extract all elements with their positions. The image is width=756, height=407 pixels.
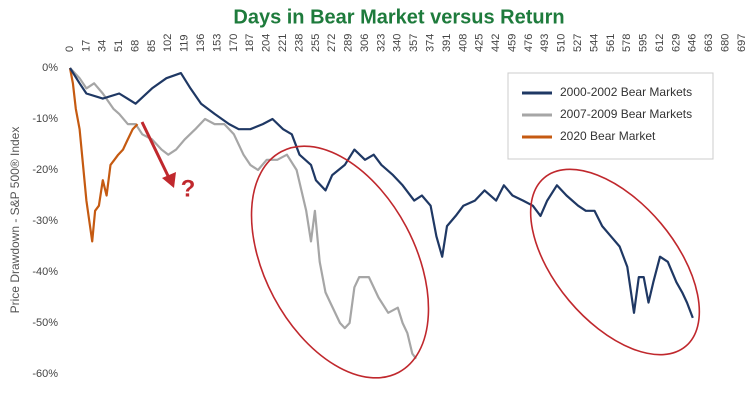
x-tick-label: 527 bbox=[572, 34, 584, 52]
x-tick-label: 255 bbox=[310, 34, 322, 52]
line-series bbox=[69, 67, 417, 360]
x-tick-label: 170 bbox=[228, 34, 240, 52]
x-tick-label: 544 bbox=[588, 34, 600, 52]
x-tick-label: 612 bbox=[654, 34, 666, 52]
y-tick-label: -40% bbox=[32, 266, 58, 278]
legend-label: 2000-2002 Bear Markets bbox=[560, 85, 692, 99]
arrow-head bbox=[162, 172, 176, 188]
x-tick-label: 85 bbox=[146, 40, 158, 52]
x-tick-label: 578 bbox=[621, 34, 633, 52]
y-tick-label: -20% bbox=[32, 164, 58, 176]
x-tick-label: 17 bbox=[80, 40, 92, 52]
y-tick-label: 0% bbox=[42, 62, 58, 74]
x-tick-label: 595 bbox=[638, 34, 650, 52]
x-tick-label: 221 bbox=[277, 34, 289, 52]
x-tick-label: 187 bbox=[244, 34, 256, 52]
x-tick-label: 697 bbox=[736, 34, 748, 52]
x-tick-label: 153 bbox=[211, 34, 223, 52]
x-tick-label: 68 bbox=[129, 40, 141, 52]
x-tick-label: 561 bbox=[605, 34, 617, 52]
x-tick-label: 136 bbox=[195, 34, 207, 52]
x-tick-label: 442 bbox=[490, 34, 502, 52]
legend-label: 2007-2009 Bear Markets bbox=[560, 107, 692, 121]
x-tick-label: 493 bbox=[539, 34, 551, 52]
highlight-ellipse bbox=[250, 145, 430, 379]
highlight-ellipse bbox=[529, 168, 701, 356]
y-tick-label: -60% bbox=[32, 368, 58, 380]
x-tick-label: 459 bbox=[506, 34, 518, 52]
x-tick-label: 425 bbox=[474, 34, 486, 52]
y-tick-label: -30% bbox=[32, 215, 58, 227]
x-tick-label: 680 bbox=[720, 34, 732, 52]
line-series bbox=[69, 67, 694, 319]
x-tick-label: 391 bbox=[441, 34, 453, 52]
line-series bbox=[68, 67, 139, 243]
x-tick-label: 119 bbox=[179, 34, 191, 52]
x-tick-label: 357 bbox=[408, 34, 420, 52]
x-tick-label: 323 bbox=[375, 34, 387, 52]
chart-title: Days in Bear Market versus Return bbox=[233, 6, 564, 28]
x-tick-label: 663 bbox=[703, 34, 715, 52]
x-tick-label: 51 bbox=[113, 40, 125, 52]
x-tick-label: 629 bbox=[670, 34, 682, 52]
plot-area: 0% -10% -20% -30% -40% -50% -60% 0 17 34 51 68 85 102… bbox=[32, 34, 748, 380]
x-tick-label: 476 bbox=[523, 34, 535, 52]
annotation-text: ? bbox=[181, 175, 196, 202]
legend-label: 2020 Bear Market bbox=[560, 129, 656, 143]
x-tick-label: 289 bbox=[343, 34, 355, 52]
y-axis-label: Price Drawdown - S&P 500® Index bbox=[8, 127, 22, 314]
x-tick-label: 204 bbox=[261, 34, 273, 52]
x-tick-label: 102 bbox=[162, 34, 174, 52]
x-tick-label: 306 bbox=[359, 34, 371, 52]
x-tick-label: 374 bbox=[424, 34, 436, 52]
x-tick-label: 408 bbox=[457, 34, 469, 52]
arrow-shaft bbox=[140, 121, 172, 181]
x-tick-label: 0 bbox=[64, 46, 76, 52]
y-tick-label: -10% bbox=[32, 113, 58, 125]
x-tick-label: 34 bbox=[97, 40, 109, 52]
x-tick-label: 238 bbox=[293, 34, 305, 52]
x-tick-label: 510 bbox=[556, 34, 568, 52]
x-tick-label: 340 bbox=[392, 34, 404, 52]
x-tick-label: 272 bbox=[326, 34, 338, 52]
x-tick-label: 646 bbox=[687, 34, 699, 52]
y-tick-label: -50% bbox=[32, 317, 58, 329]
